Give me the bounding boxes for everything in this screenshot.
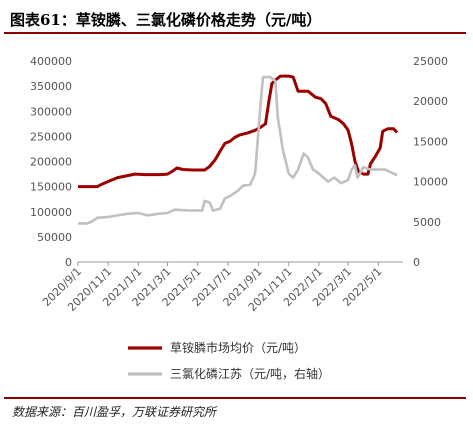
y-left-tick-label-4: 200000 <box>30 156 72 169</box>
y-left-tick-label-6: 300000 <box>30 105 72 118</box>
y-left-tick-label-2: 100000 <box>30 206 72 219</box>
series-line-1 <box>78 75 398 225</box>
bottom-rule <box>4 397 466 399</box>
y-right-tick-label-3: 15000 <box>413 135 448 148</box>
y-left-tick-label-8: 400000 <box>30 55 72 68</box>
legend-label-0: 草铵膦市场均价（元/吨） <box>170 340 306 355</box>
title-bar: 图表61：草铵膦、三氯化磷价格走势（元/吨） <box>4 2 466 34</box>
y-right-tick-label-1: 5000 <box>413 216 441 229</box>
y-left-tick-label-5: 250000 <box>30 130 72 143</box>
y-left-tick-label-0: 0 <box>65 256 72 269</box>
chart-title: 图表61：草铵膦、三氯化磷价格走势（元/吨） <box>10 11 322 29</box>
y-left-tick-label-7: 350000 <box>30 80 72 93</box>
data-source-note: 数据来源：百川盈孚，万联证券研究所 <box>12 405 217 419</box>
y-right-tick-label-5: 25000 <box>413 55 448 68</box>
series-line-0 <box>78 74 399 189</box>
y-right-tick-label-0: 0 <box>413 256 420 269</box>
legend-label-1: 三氯化磷江苏（元/吨，右轴） <box>170 366 330 381</box>
y-right-tick-label-4: 20000 <box>413 95 448 108</box>
y-left-tick-label-3: 150000 <box>30 181 72 194</box>
y-left-tick-label-1: 50000 <box>37 231 72 244</box>
y-right-tick-label-2: 10000 <box>413 176 448 189</box>
